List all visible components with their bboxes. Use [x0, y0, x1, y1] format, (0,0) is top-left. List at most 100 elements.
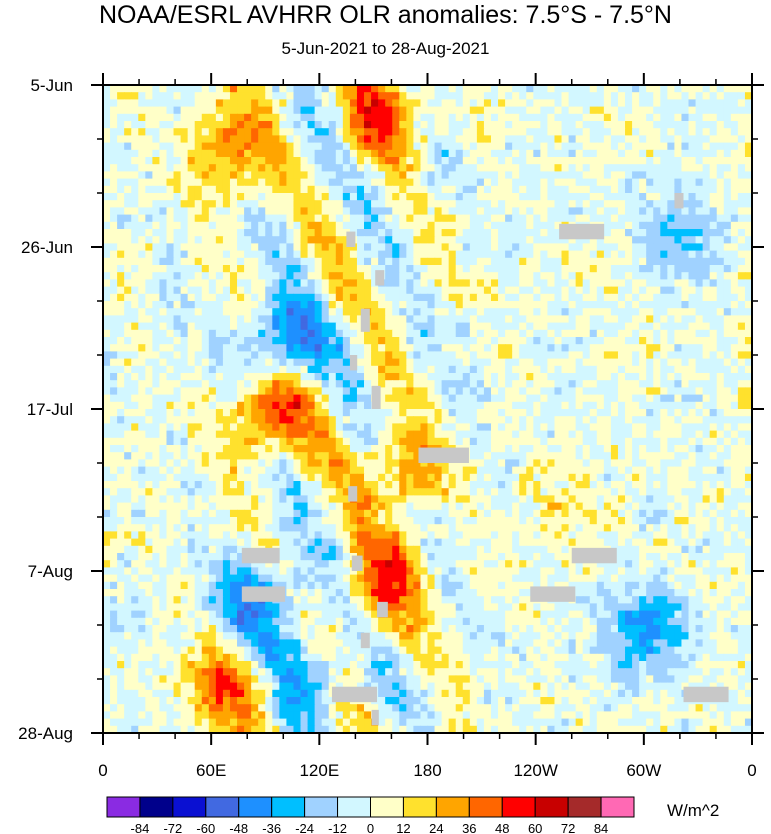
field-cell — [646, 322, 654, 331]
field-cell — [314, 279, 323, 288]
field-cell — [321, 265, 330, 273]
field-cell — [674, 387, 683, 396]
field-cell — [201, 315, 210, 324]
field-cell — [667, 351, 675, 360]
field-cell — [483, 193, 492, 201]
field-cell — [385, 250, 393, 259]
field-cell — [709, 92, 718, 100]
field-cell — [723, 229, 732, 237]
field-cell — [462, 193, 471, 201]
field-cell — [448, 387, 457, 396]
field-cell — [371, 358, 379, 367]
field-cell — [427, 135, 436, 144]
field-cell — [603, 358, 612, 367]
field-cell — [173, 394, 182, 403]
field-cell — [603, 106, 612, 115]
field-cell — [208, 358, 217, 367]
field-cell — [265, 351, 273, 360]
field-cell — [251, 193, 259, 201]
field-cell — [159, 373, 168, 381]
field-cell — [554, 322, 563, 331]
field-cell — [498, 135, 506, 144]
field-cell — [237, 185, 245, 194]
field-cell — [462, 257, 471, 266]
field-cell — [265, 221, 273, 230]
field-cell — [180, 445, 189, 453]
field-cell — [413, 193, 422, 201]
field-cell — [448, 365, 457, 374]
field-cell — [667, 373, 675, 381]
field-cell — [589, 128, 598, 136]
field-cell — [138, 373, 146, 381]
field-cell — [335, 409, 344, 417]
field-cell — [173, 207, 182, 216]
field-cell — [413, 272, 422, 280]
field-cell — [695, 128, 704, 136]
field-cell — [244, 171, 252, 180]
field-cell — [378, 365, 386, 374]
field-cell — [399, 236, 407, 244]
field-cell — [639, 243, 647, 252]
field-cell — [307, 164, 316, 172]
field-cell — [208, 416, 217, 424]
field-cell — [483, 329, 492, 338]
field-cell — [229, 286, 238, 295]
field-cell — [462, 373, 471, 381]
field-cell — [258, 250, 266, 259]
field-cell — [215, 358, 224, 367]
field-cell — [215, 373, 224, 381]
field-cell — [603, 99, 612, 108]
field-cell — [519, 214, 527, 223]
field-cell — [187, 135, 196, 144]
field-cell — [124, 387, 132, 396]
field-cell — [159, 322, 168, 331]
field-cell — [575, 452, 584, 460]
field-cell — [159, 99, 168, 108]
field-cell — [187, 416, 196, 424]
field-cell — [258, 394, 266, 403]
field-cell — [554, 85, 563, 93]
field-cell — [568, 178, 577, 187]
field-cell — [667, 337, 675, 345]
field-cell — [399, 430, 407, 439]
field-cell — [737, 214, 746, 223]
field-cell — [716, 243, 725, 252]
field-cell — [314, 243, 323, 252]
field-cell — [639, 416, 647, 424]
field-cell — [744, 365, 752, 374]
field-cell — [124, 430, 132, 439]
field-cell — [610, 387, 619, 396]
field-cell — [462, 92, 471, 100]
field-cell — [490, 221, 499, 230]
field-cell — [476, 149, 485, 158]
field-cell — [603, 322, 612, 331]
field-cell — [342, 286, 351, 295]
field-cell — [335, 178, 344, 187]
field-cell — [498, 401, 506, 410]
field-cell — [469, 380, 478, 388]
field-cell — [103, 380, 111, 388]
field-cell — [716, 265, 725, 273]
field-cell — [293, 279, 302, 288]
field-cell — [138, 437, 146, 446]
field-cell — [180, 257, 189, 266]
field-cell — [505, 178, 513, 187]
field-cell — [124, 113, 132, 122]
field-cell — [385, 85, 393, 93]
field-cell — [166, 380, 175, 388]
field-cell — [272, 380, 280, 388]
field-cell — [462, 315, 471, 324]
field-cell — [110, 373, 118, 381]
field-cell — [737, 409, 746, 417]
field-cell — [286, 329, 295, 338]
field-cell — [258, 337, 266, 345]
field-cell — [632, 344, 640, 352]
field-cell — [244, 85, 252, 93]
field-cell — [554, 387, 563, 396]
field-cell — [110, 92, 118, 100]
field-cell — [208, 121, 217, 129]
field-cell — [300, 200, 309, 208]
field-cell — [505, 416, 513, 424]
field-cell — [293, 171, 302, 180]
field-cell — [568, 121, 577, 129]
